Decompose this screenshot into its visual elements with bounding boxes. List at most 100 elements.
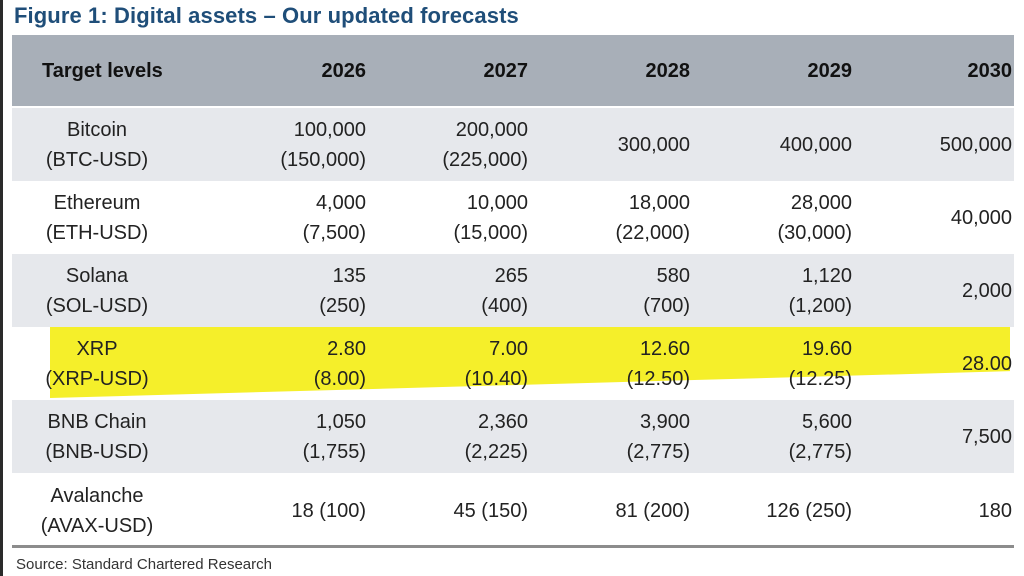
value-previous: (30,000) <box>777 221 853 244</box>
asset-ticker: (XRP-USD) <box>45 367 149 390</box>
value-primary: 19.60 <box>801 337 852 360</box>
value-cell-2030: 180 <box>852 496 1012 526</box>
value-previous: (2,225) <box>464 440 528 463</box>
value-previous: (10.40) <box>464 367 528 390</box>
value-cell-2029: 400,000 <box>690 130 852 160</box>
value-primary: 7.00 <box>489 337 528 360</box>
value-previous: (225,000) <box>442 148 528 171</box>
table-row-ethereum: Ethereum (ETH-USD) 4,000 (7,500) 10,000 (1… <box>12 181 1014 254</box>
value-cell-2026: 4,000 (7,500) <box>182 188 366 248</box>
asset-name: Solana <box>65 264 129 287</box>
value-previous: (22,000) <box>615 221 691 244</box>
value-primary: 126 (250) <box>766 500 852 522</box>
value-cell-2027: 7.00 (10.40) <box>366 334 528 394</box>
header-2026: 2026 <box>321 59 367 82</box>
value-primary: 4,000 <box>315 191 366 214</box>
figure-title: Figure 1: Digital assets – Our updated f… <box>14 3 519 28</box>
table-row-bitcoin: Bitcoin (BTC-USD) 100,000 (150,000) 200,0… <box>12 108 1014 181</box>
header-target-levels: Target levels <box>42 59 163 82</box>
value-previous: (2,775) <box>626 440 690 463</box>
value-primary: 45 (150) <box>453 500 529 522</box>
value-previous: (150,000) <box>280 148 366 171</box>
value-cell-2028: 18,000 (22,000) <box>528 188 691 248</box>
value-primary: 3,900 <box>639 410 690 433</box>
value-primary: 28,000 <box>790 191 852 214</box>
value-previous: (250) <box>319 294 366 317</box>
value-cell-2026: 2.80 (8.00) <box>182 334 366 394</box>
value-primary: 2,000 <box>961 279 1012 302</box>
value-primary: 580 <box>656 264 690 287</box>
value-primary: 81 (200) <box>615 500 691 522</box>
value-cell-2030: 500,000 <box>852 130 1012 160</box>
value-previous: (1,755) <box>302 440 366 463</box>
value-previous: (12.50) <box>626 367 690 390</box>
value-cell-2029: 5,600 (2,775) <box>690 407 852 467</box>
value-primary: 400,000 <box>779 133 852 156</box>
asset-name: XRP <box>76 337 118 360</box>
value-primary: 12.60 <box>639 337 690 360</box>
asset-name: BNB Chain <box>47 410 147 433</box>
asset-cell: BNB Chain (BNB-USD) <box>12 407 182 467</box>
value-previous: (2,775) <box>788 440 852 463</box>
source-note: Source: Standard Chartered Research <box>16 556 272 573</box>
header-2030: 2030 <box>967 59 1013 82</box>
value-primary: 18 (100) <box>291 500 367 522</box>
table-row-xrp: XRP (XRP-USD) 2.80 (8.00) 7.00 (10.40) 12.… <box>12 327 1014 400</box>
asset-ticker: (BNB-USD) <box>45 440 149 463</box>
table-header-row: Target levels 2026 2027 2028 2029 2030 <box>12 35 1014 106</box>
value-cell-2026: 1,050 (1,755) <box>182 407 366 467</box>
value-cell-2027: 45 (150) <box>366 496 529 526</box>
value-cell-2027: 265 (400) <box>366 261 528 321</box>
value-cell-2030: 28.00 <box>852 349 1012 379</box>
value-primary: 265 <box>494 264 528 287</box>
asset-ticker: (BTC-USD) <box>45 148 149 171</box>
asset-ticker: (ETH-USD) <box>45 221 149 244</box>
value-primary: 7,500 <box>961 425 1012 448</box>
asset-name: Ethereum <box>53 191 141 214</box>
header-2028: 2028 <box>645 59 691 82</box>
value-primary: 10,000 <box>466 191 528 214</box>
value-previous: (1,200) <box>788 294 852 317</box>
value-cell-2026: 100,000 (150,000) <box>182 115 366 175</box>
asset-name: Bitcoin <box>66 118 128 141</box>
value-cell-2028: 81 (200) <box>528 496 691 526</box>
asset-cell: Bitcoin (BTC-USD) <box>12 115 182 175</box>
asset-cell: Ethereum (ETH-USD) <box>12 188 182 248</box>
value-cell-2028: 300,000 <box>528 130 690 160</box>
asset-cell: Avalanche (AVAX-USD) <box>12 481 182 541</box>
header-2029: 2029 <box>807 59 853 82</box>
asset-ticker: (AVAX-USD) <box>40 515 154 537</box>
asset-cell: Solana (SOL-USD) <box>12 261 182 321</box>
value-cell-2029: 19.60 (12.25) <box>690 334 852 394</box>
value-primary: 100,000 <box>293 118 366 141</box>
header-2027: 2027 <box>483 59 529 82</box>
value-previous: (7,500) <box>302 221 366 244</box>
value-primary: 5,600 <box>801 410 852 433</box>
value-primary: 40,000 <box>950 206 1012 229</box>
value-primary: 1,050 <box>315 410 366 433</box>
value-cell-2030: 40,000 <box>852 203 1012 233</box>
value-cell-2026: 18 (100) <box>182 496 367 526</box>
value-cell-2028: 12.60 (12.50) <box>528 334 690 394</box>
value-primary: 2.80 <box>327 337 366 360</box>
asset-name: Avalanche <box>50 485 144 507</box>
value-cell-2029: 1,120 (1,200) <box>690 261 852 321</box>
value-primary: 500,000 <box>939 133 1012 156</box>
value-previous: (700) <box>643 294 690 317</box>
left-frame-border <box>0 0 3 576</box>
value-primary: 300,000 <box>617 133 690 156</box>
value-primary: 28.00 <box>961 352 1012 375</box>
asset-cell: XRP (XRP-USD) <box>12 334 182 394</box>
value-cell-2030: 2,000 <box>852 276 1012 306</box>
value-primary: 135 <box>332 264 366 287</box>
value-cell-2028: 580 (700) <box>528 261 690 321</box>
value-primary: 1,120 <box>801 264 852 287</box>
table-bottom-rule <box>12 545 1014 548</box>
asset-ticker: (SOL-USD) <box>45 294 149 317</box>
value-cell-2027: 10,000 (15,000) <box>366 188 529 248</box>
value-cell-2028: 3,900 (2,775) <box>528 407 690 467</box>
table-row-solana: Solana (SOL-USD) 135 (250) 265 (400) 580 (7… <box>12 254 1014 327</box>
value-previous: (8.00) <box>313 367 366 390</box>
value-previous: (15,000) <box>453 221 529 244</box>
forecast-table: Target levels 2026 2027 2028 2029 2030 B… <box>12 35 1014 549</box>
